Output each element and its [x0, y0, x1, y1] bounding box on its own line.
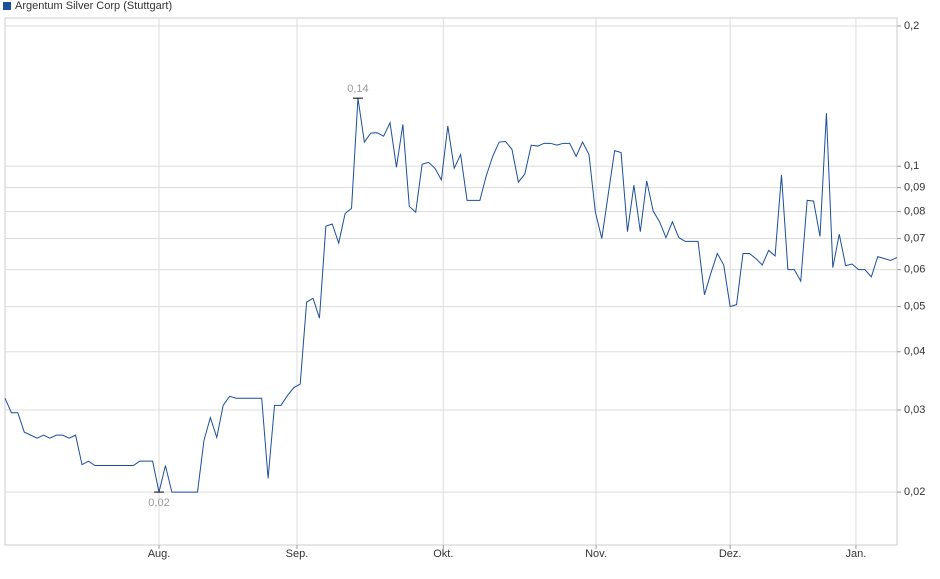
legend-swatch	[3, 2, 11, 10]
x-tick-label: Dez.	[719, 548, 742, 560]
y-tick-label: 0,03	[904, 404, 925, 416]
y-tick-label: 0,06	[904, 264, 925, 276]
y-tick-label: 0,09	[904, 182, 925, 194]
x-tick-label: Aug.	[148, 548, 171, 560]
y-tick-label: 0,2	[904, 20, 919, 32]
x-tick-label: Sep.	[286, 548, 309, 560]
legend-label: Argentum Silver Corp (Stuttgart)	[15, 0, 172, 12]
y-tick-label: 0,07	[904, 232, 925, 244]
x-tick-label: Okt.	[433, 548, 453, 560]
y-tick-label: 0,1	[904, 160, 919, 172]
y-tick-label: 0,04	[904, 346, 925, 358]
price-line	[4, 98, 898, 493]
y-tick-label: 0,02	[904, 486, 925, 498]
plot-frame	[4, 17, 898, 546]
y-tick-label: 0,05	[904, 300, 925, 312]
y-tick-label: 0,08	[904, 205, 925, 217]
x-tick-label: Jan.	[846, 548, 867, 560]
annotation-label: 0,14	[347, 83, 368, 95]
annotation-label: 0,02	[148, 497, 169, 509]
x-tick-label: Nov.	[585, 548, 607, 560]
